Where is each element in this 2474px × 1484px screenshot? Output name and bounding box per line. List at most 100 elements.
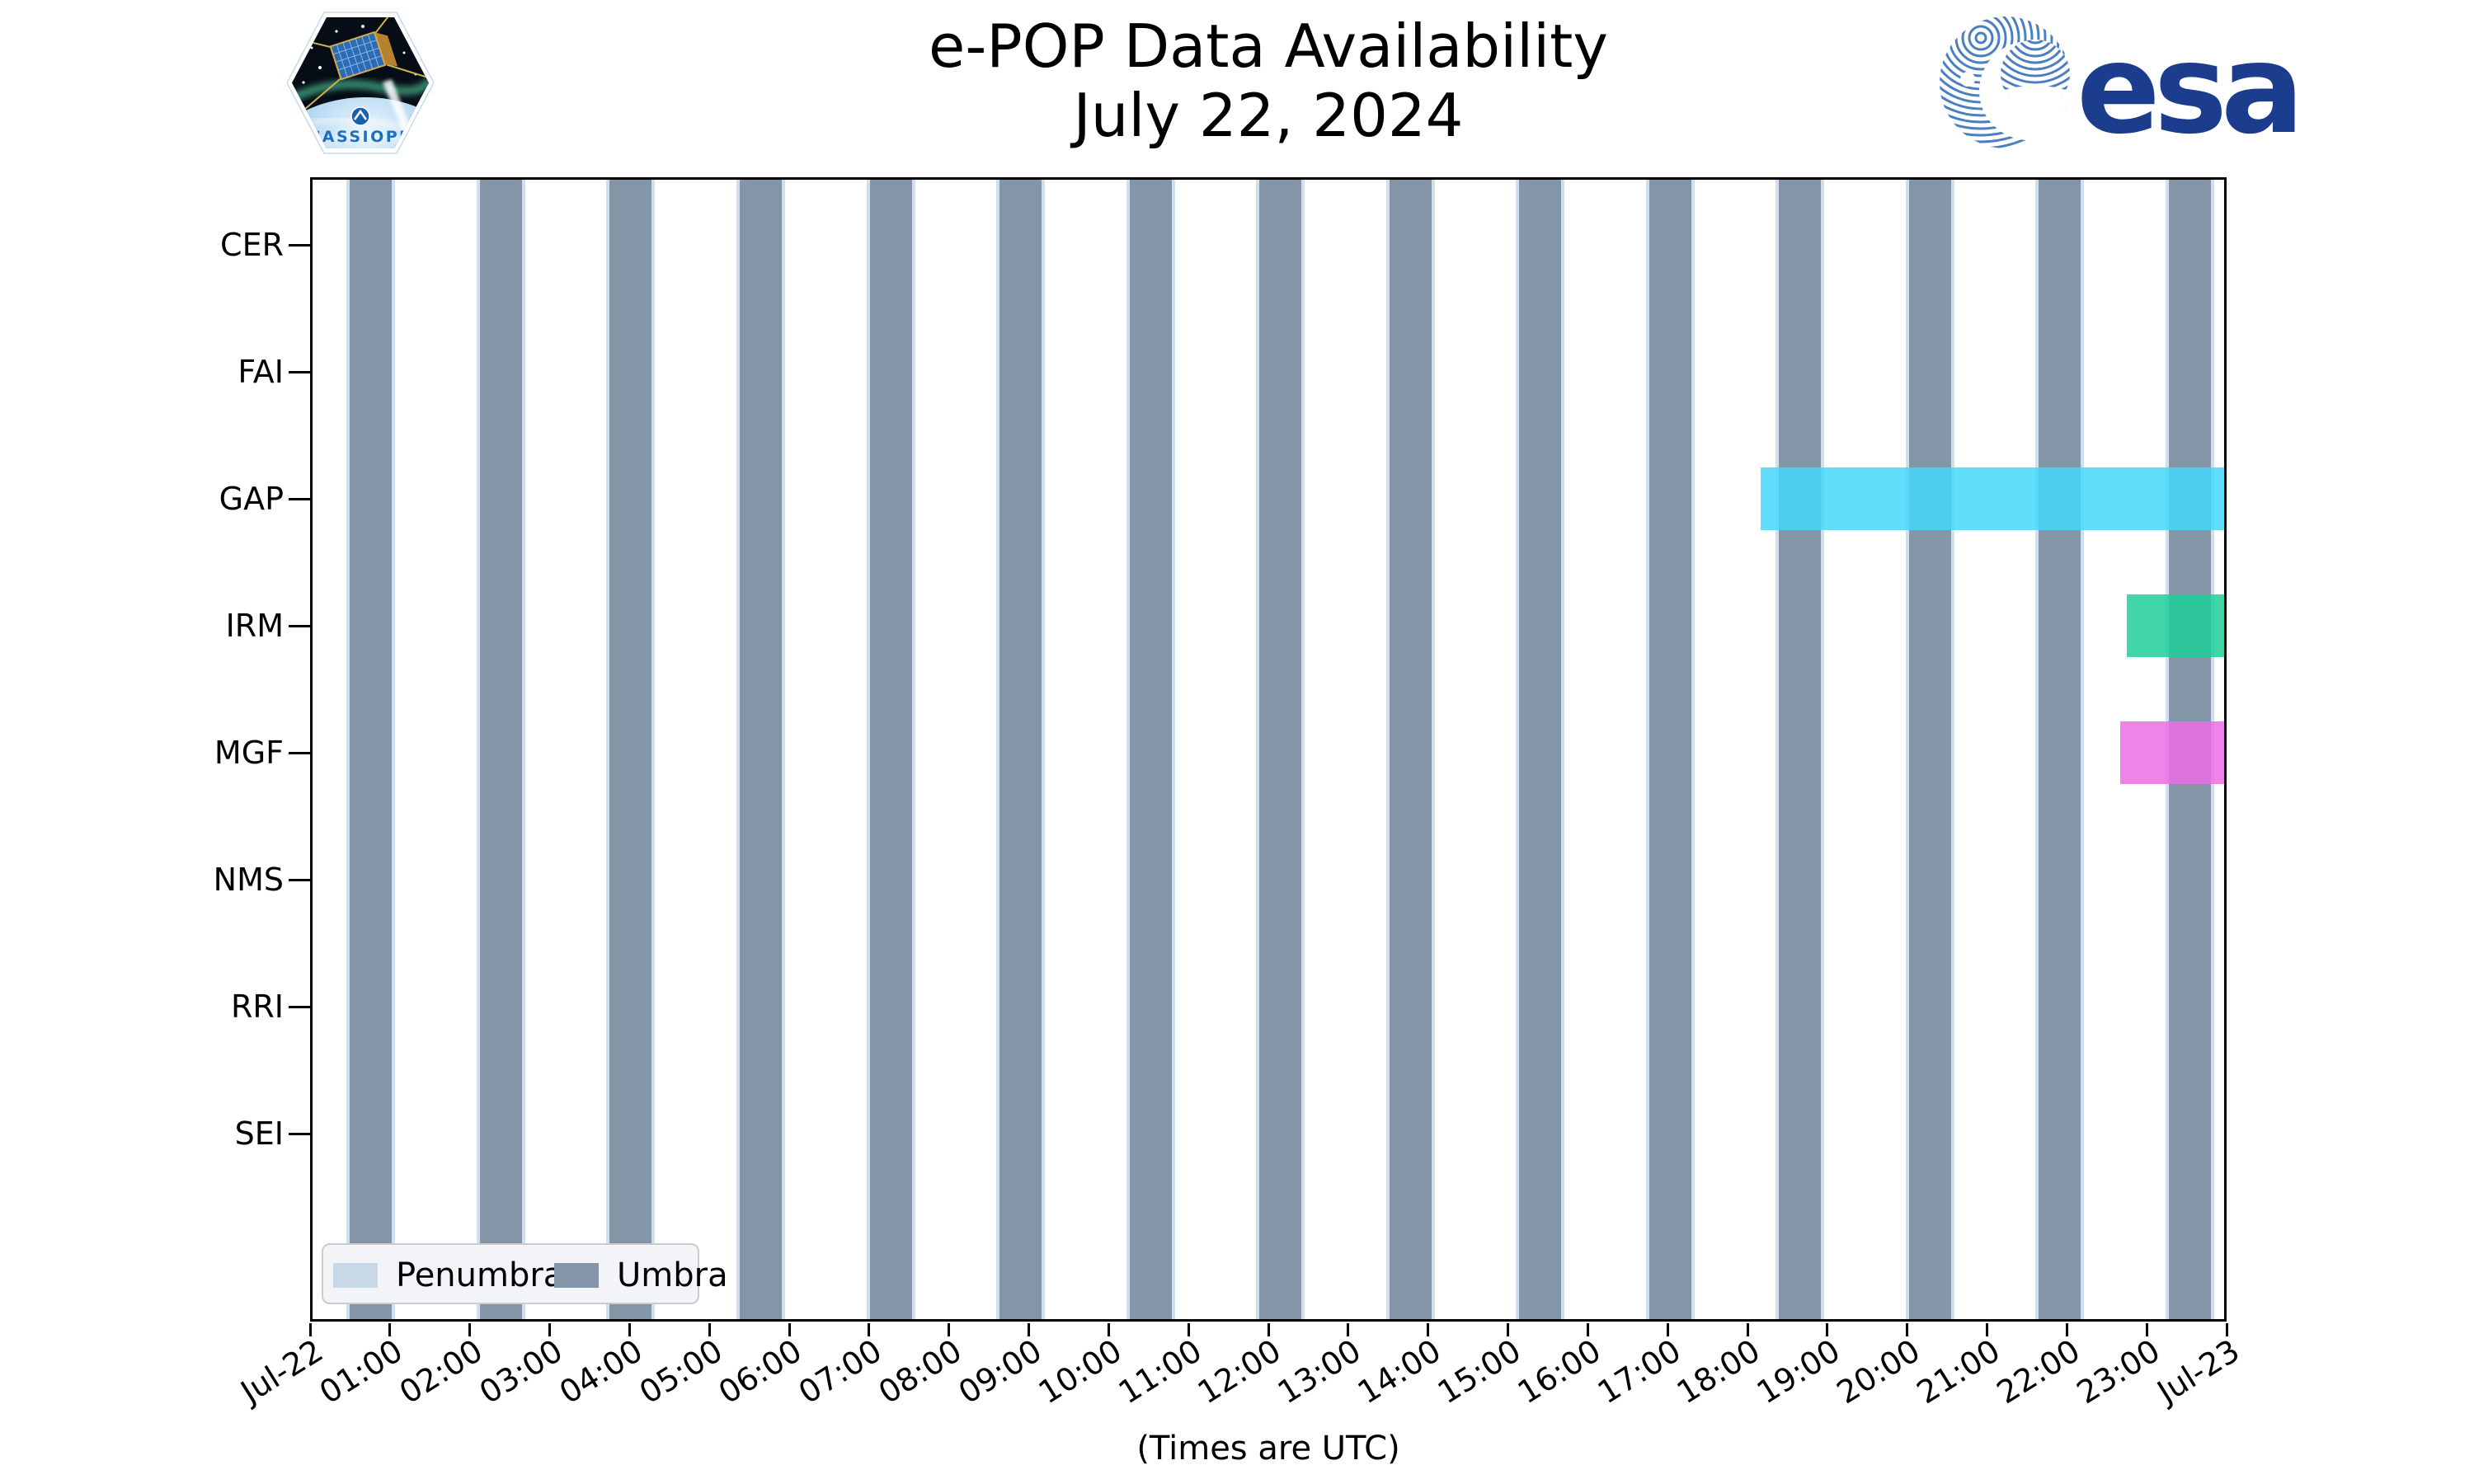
penumbra-band [1431,177,1435,1322]
x-tick [1586,1323,1589,1336]
umbra-band [479,177,522,1322]
umbra-band [350,177,393,1322]
umbra-band [1908,177,1951,1322]
x-tick [1028,1323,1030,1336]
x-tick-label-text: 07:00 [792,1332,889,1411]
x-tick [1187,1323,1190,1336]
y-tick [289,751,310,754]
x-tick-label-text: 04:00 [553,1332,649,1411]
penumbra-band [1645,177,1649,1322]
umbra-band [1519,177,1562,1322]
umbra-band [1779,177,1822,1322]
x-tick [628,1323,631,1336]
penumbra-band [1042,177,1045,1322]
penumbra-band [1516,177,1520,1322]
penumbra-band [736,177,740,1322]
penumbra-band [1821,177,1825,1322]
x-tick-label-text: 23:00 [2070,1332,2166,1411]
penumbra-band [1171,177,1175,1322]
y-tick [289,497,310,500]
y-tick-label-GAP: GAP [219,481,284,517]
y-tick [289,1005,310,1008]
y-tick [289,1132,310,1135]
availability-bar-IRM [2127,594,2227,657]
penumbra-band [476,177,480,1322]
x-tick-label-text: 21:00 [1910,1332,2006,1411]
x-tick-label-text: 17:00 [1591,1332,1687,1411]
penumbra-band [1385,177,1390,1322]
x-tick [1107,1323,1110,1336]
umbra-band [1129,177,1172,1322]
chart-subtitle: July 22, 2024 [1073,81,1464,150]
x-tick [2145,1323,2148,1336]
x-tick [308,1323,312,1336]
x-tick [1666,1323,1669,1336]
y-tick-label-RRI: RRI [230,989,284,1025]
legend-swatch-umbra [554,1263,599,1288]
penumbra-band [911,177,915,1322]
x-tick-label-text: 19:00 [1750,1332,1847,1411]
x-tick-label-text: 15:00 [1431,1332,1527,1411]
y-tick [289,624,310,627]
x-tick-label-text: 14:00 [1351,1332,1448,1411]
umbra-band [999,177,1042,1322]
x-tick-label-text: Jul-22 [234,1332,330,1411]
y-tick-label-CER: CER [220,227,284,263]
umbra-band [609,177,652,1322]
penumbra-band [651,177,656,1322]
x-tick [1906,1323,1909,1336]
x-tick [1267,1323,1270,1336]
penumbra-band [782,177,785,1322]
y-tick-label-NMS: NMS [213,862,284,898]
x-tick [1826,1323,1829,1336]
penumbra-band [996,177,999,1322]
umbra-band [1389,177,1432,1322]
legend-swatch-penumbra [333,1263,378,1288]
esa-logo-icon: esa [1940,16,2304,162]
x-tick [708,1323,711,1336]
penumbra-band [346,177,350,1322]
x-tick-label-text: 13:00 [1271,1332,1368,1411]
title-block: e-POP Data Availability July 22, 2024 [310,12,2227,150]
x-tick [1427,1323,1430,1336]
x-tick-label-text: 20:00 [1830,1332,1927,1411]
plot-area [310,177,2227,1322]
legend: Penumbra Umbra [322,1243,728,1304]
penumbra-band [1301,177,1305,1322]
x-tick [868,1323,871,1336]
x-tick-label-text: 11:00 [1112,1332,1208,1411]
x-tick-label-text: 01:00 [313,1332,410,1411]
legend-label-umbra: Umbra [617,1256,728,1294]
y-tick-label-MGF: MGF [214,735,284,771]
x-tick-label-text: 06:00 [713,1332,809,1411]
y-tick-label-SEI: SEI [234,1115,284,1152]
x-tick-label-text: 16:00 [1511,1332,1607,1411]
availability-bar-MGF [2119,721,2227,784]
chart-title: e-POP Data Availability [929,12,1608,81]
x-tick-label-text: Jul-23 [2151,1332,2246,1411]
x-tick-label-text: 10:00 [1032,1332,1128,1411]
penumbra-band [392,177,396,1322]
x-tick [388,1323,392,1336]
penumbra-band [2081,177,2085,1322]
availability-bar-GAP [1761,467,2227,530]
x-tick [2065,1323,2068,1336]
umbra-band [869,177,912,1322]
x-tick [948,1323,951,1336]
penumbra-band [606,177,610,1322]
x-tick-label-text: 18:00 [1671,1332,1767,1411]
y-tick [289,243,310,247]
esa-wordmark: esa [2077,18,2298,162]
y-tick-label-FAI: FAI [238,354,284,390]
umbra-band [740,177,782,1322]
x-tick [468,1323,472,1336]
umbra-band [1649,177,1691,1322]
umbra-band [2039,177,2081,1322]
y-tick [289,370,310,373]
x-tick-label-text: 12:00 [1192,1332,1288,1411]
x-tick [1986,1323,1988,1336]
y-tick [289,878,310,881]
penumbra-band [1126,177,1130,1322]
y-tick-label-IRM: IRM [225,608,284,644]
x-tick-label-text: 03:00 [473,1332,569,1411]
